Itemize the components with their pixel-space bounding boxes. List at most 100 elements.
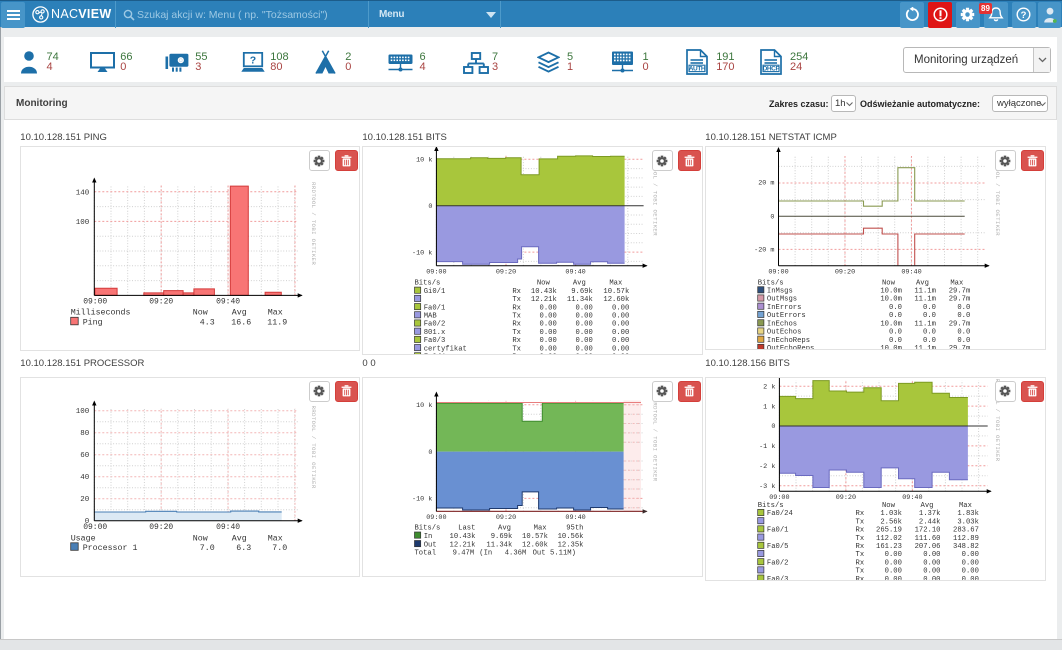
svg-text:0.00: 0.00	[612, 329, 629, 337]
svg-text:Rx: Rx	[513, 288, 522, 296]
svg-text:20: 20	[81, 496, 91, 504]
svg-text:12.21k: 12.21k	[531, 296, 557, 304]
svg-text:0.0: 0.0	[958, 329, 971, 337]
svg-text:0.00: 0.00	[924, 551, 941, 559]
svg-text:Rx: Rx	[856, 559, 865, 567]
svg-text:-10 k: -10 k	[412, 495, 432, 503]
svg-text:2.44k: 2.44k	[919, 518, 941, 526]
svg-text:RRDTOOL / TOBI OETIKER: RRDTOOL / TOBI OETIKER	[652, 153, 659, 236]
svg-text:Fa0/1: Fa0/1	[424, 304, 446, 312]
svg-text:801.x: 801.x	[424, 329, 446, 337]
svg-text:MAB: MAB	[424, 312, 438, 320]
svg-text:Rx: Rx	[513, 321, 522, 329]
svg-text:Fa0/2: Fa0/2	[424, 321, 446, 329]
svg-text:7.0: 7.0	[200, 544, 215, 553]
svg-text:Bits/s: Bits/s	[758, 279, 784, 287]
svg-text:10.56k: 10.56k	[558, 532, 584, 540]
svg-text:09:00: 09:00	[770, 493, 790, 501]
svg-text:0.00: 0.00	[885, 567, 902, 575]
svg-text:12.35k: 12.35k	[558, 541, 584, 549]
svg-text:10.0m: 10.0m	[881, 287, 903, 295]
svg-text:-1 k: -1 k	[759, 443, 775, 451]
svg-text:3.03k: 3.03k	[958, 518, 980, 526]
svg-text:0.00: 0.00	[576, 304, 593, 312]
svg-text:RRDTOOL / TOBI OETIKER: RRDTOOL / TOBI OETIKER	[652, 398, 659, 481]
svg-text:2.56k: 2.56k	[881, 518, 903, 526]
svg-text:09:20: 09:20	[149, 522, 173, 531]
svg-text:40: 40	[81, 474, 91, 482]
svg-text:60: 60	[81, 452, 91, 460]
svg-text:Now: Now	[882, 279, 896, 287]
svg-text:0.00: 0.00	[962, 567, 979, 575]
svg-text:Now: Now	[537, 279, 551, 287]
svg-text:09:20: 09:20	[836, 493, 856, 501]
svg-text:0.00: 0.00	[576, 329, 593, 337]
svg-text:10 k: 10 k	[417, 157, 433, 165]
svg-text:09:20: 09:20	[149, 298, 173, 307]
svg-text:Max: Max	[959, 501, 972, 509]
svg-text:111.60: 111.60	[915, 534, 941, 542]
svg-text:0.00: 0.00	[612, 312, 629, 320]
svg-text:09:40: 09:40	[566, 514, 586, 522]
svg-text:Fa0/2: Fa0/2	[767, 559, 789, 567]
svg-text:0.00: 0.00	[576, 321, 593, 329]
svg-text:certyfikat: certyfikat	[424, 345, 467, 353]
svg-text:Milliseconds: Milliseconds	[71, 308, 131, 318]
svg-text:?: ?	[249, 55, 255, 67]
svg-text:09:40: 09:40	[902, 268, 922, 276]
svg-text:10.57k: 10.57k	[522, 532, 548, 540]
svg-text:Fa0/5: Fa0/5	[767, 542, 789, 550]
svg-text:Avg: Avg	[498, 524, 511, 532]
svg-text:09:40: 09:40	[216, 522, 240, 531]
svg-text:Tx: Tx	[856, 551, 865, 559]
svg-text:0.00: 0.00	[612, 304, 629, 312]
svg-text:Max: Max	[951, 279, 964, 287]
svg-text:6.3: 6.3	[237, 544, 252, 553]
svg-text:11.1m: 11.1m	[915, 287, 937, 295]
svg-text:Ping: Ping	[83, 318, 103, 328]
svg-text:0.00: 0.00	[540, 345, 557, 353]
svg-text:95th: 95th	[567, 524, 584, 532]
svg-text:0.00: 0.00	[540, 304, 557, 312]
svg-text:-3 k: -3 k	[759, 482, 775, 490]
svg-text:Max: Max	[268, 309, 283, 318]
svg-text:Tx: Tx	[513, 296, 522, 304]
svg-text:0.00: 0.00	[576, 353, 593, 354]
svg-text:-10 k: -10 k	[412, 249, 432, 257]
svg-text:9.69k: 9.69k	[572, 288, 594, 296]
svg-text:7.0: 7.0	[273, 544, 288, 553]
svg-text:Max: Max	[268, 534, 283, 543]
svg-text:Now: Now	[882, 501, 896, 509]
svg-text:Avg: Avg	[916, 279, 929, 287]
svg-text:9.69k: 9.69k	[491, 532, 513, 540]
svg-text:80: 80	[81, 430, 91, 438]
svg-text:Tx: Tx	[513, 329, 522, 337]
svg-text:11.1m: 11.1m	[915, 320, 937, 328]
svg-text:Avg: Avg	[232, 309, 247, 318]
svg-text:1.83k: 1.83k	[958, 510, 980, 518]
svg-text:207.06: 207.06	[915, 542, 941, 550]
svg-text:0.00: 0.00	[962, 551, 979, 559]
svg-text:0.0: 0.0	[958, 304, 971, 312]
svg-text:10.57k: 10.57k	[604, 288, 630, 296]
svg-text:OutEchoReps: OutEchoReps	[767, 345, 814, 349]
svg-text:0.00: 0.00	[885, 559, 902, 567]
svg-text:1.37k: 1.37k	[919, 510, 941, 518]
svg-text:Fa0/4: Fa0/4	[424, 353, 446, 354]
svg-text:09:00: 09:00	[83, 522, 107, 531]
svg-text:Out: Out	[424, 541, 437, 549]
svg-text:0.0: 0.0	[889, 312, 902, 320]
svg-text:10.43k: 10.43k	[450, 532, 476, 540]
svg-text:09:20: 09:20	[496, 268, 516, 276]
svg-text:RRDTOOL / TOBI OETIKER: RRDTOOL / TOBI OETIKER	[310, 405, 317, 488]
svg-text:0.00: 0.00	[576, 345, 593, 353]
svg-text:0: 0	[85, 518, 90, 526]
svg-text:Bits/s: Bits/s	[758, 501, 784, 509]
svg-text:0.00: 0.00	[885, 575, 902, 580]
svg-text:0.0: 0.0	[923, 312, 936, 320]
svg-text:0.00: 0.00	[924, 567, 941, 575]
svg-text:0.00: 0.00	[612, 353, 629, 354]
svg-text:Rx: Rx	[513, 337, 522, 345]
svg-text:11.1m: 11.1m	[915, 345, 937, 349]
svg-text:0.0: 0.0	[923, 304, 936, 312]
